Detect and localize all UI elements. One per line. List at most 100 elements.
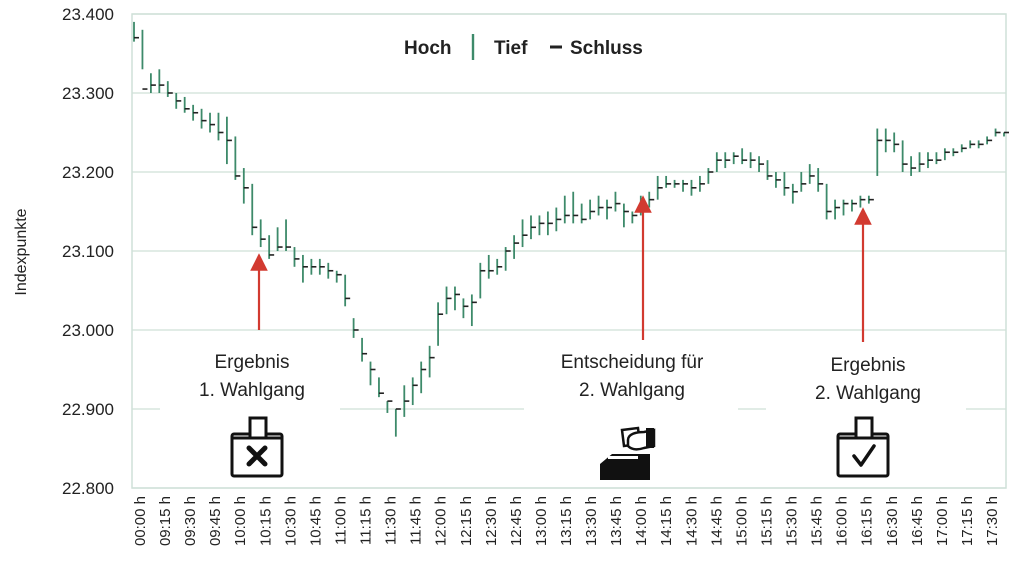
ohlc-bar xyxy=(589,199,596,220)
x-tick-label: 13:00 h xyxy=(533,496,550,546)
ohlc-bar xyxy=(217,112,224,141)
x-tick-label: 13:45 h xyxy=(608,496,625,546)
ohlc-bar xyxy=(783,172,790,196)
plot-frame xyxy=(131,13,1007,489)
ohlc-bar xyxy=(673,179,680,188)
ohlc-bar xyxy=(943,148,950,161)
ballot-box-check-icon xyxy=(836,416,890,478)
ohlc-bar xyxy=(293,247,300,267)
ohlc-bar xyxy=(606,199,613,220)
y-tick-label: 23.100 xyxy=(62,242,114,261)
x-tick-label: 16:00 h xyxy=(834,496,851,546)
y-tick-label: 23.300 xyxy=(62,84,114,103)
ohlc-bar xyxy=(758,156,765,172)
ohlc-bar xyxy=(665,175,672,188)
y-tick-label: 23.400 xyxy=(62,5,114,24)
ohlc-bar xyxy=(1003,131,1009,137)
ohlc-bar xyxy=(952,148,959,157)
ohlc-bar xyxy=(133,21,139,42)
x-tick-label: 11:15 h xyxy=(358,496,375,545)
ohlc-bar xyxy=(960,144,967,153)
ohlc-bar xyxy=(327,262,334,279)
ohlc-bar xyxy=(842,199,849,216)
x-tick-label: 12:15 h xyxy=(458,496,475,546)
ohlc-bar xyxy=(268,235,275,259)
ohlc-bar xyxy=(437,302,444,346)
x-tick-label: 10:00 h xyxy=(232,496,249,546)
x-tick-label: 11:45 h xyxy=(408,496,425,545)
x-tick-label: 10:45 h xyxy=(307,496,324,546)
ohlc-bar xyxy=(699,175,705,192)
ohlc-bar xyxy=(893,132,900,153)
ohlc-bar xyxy=(166,81,173,97)
y-tick-label: 23.000 xyxy=(62,321,114,340)
ohlc-bar xyxy=(623,203,629,228)
ohlc-bar xyxy=(521,219,528,248)
ohlc-bar xyxy=(749,152,756,169)
ohlc-bar xyxy=(276,227,283,251)
ohlc-bar xyxy=(834,199,841,220)
ohlc-bar xyxy=(411,377,418,406)
ohlc-bar xyxy=(546,211,553,236)
ohlc-bar xyxy=(817,168,824,192)
ohlc-bar xyxy=(226,116,232,165)
x-tick-label: 16:30 h xyxy=(884,496,901,546)
ohlc-bar xyxy=(901,140,908,172)
x-tick-label: 12:30 h xyxy=(483,496,500,546)
annotation-masks xyxy=(160,400,966,414)
annotation-1-line-1: Ergebnis xyxy=(215,352,290,373)
x-tick-label: 16:15 h xyxy=(859,496,876,546)
x-tick-label: 09:45 h xyxy=(207,496,224,546)
ohlc-bar xyxy=(344,274,351,307)
x-tick-label: 14:30 h xyxy=(683,496,700,546)
ohlc-bar xyxy=(876,128,883,176)
ohlc-bar xyxy=(800,172,807,192)
ohlc-bar xyxy=(141,29,148,90)
ohlc-bar xyxy=(310,258,317,275)
annotation-3-line-2: 2. Wahlgang xyxy=(815,383,921,404)
x-tick-label: 13:30 h xyxy=(583,496,600,546)
x-tick-label: 09:30 h xyxy=(182,496,199,546)
annotation-2-line-2: 2. Wahlgang xyxy=(579,380,685,401)
ohlc-bar xyxy=(242,168,249,204)
ohlc-bar xyxy=(200,108,207,129)
x-tick-label: 11:30 h xyxy=(383,496,400,545)
ohlc-bar xyxy=(884,128,891,153)
ohlc-bar xyxy=(445,286,452,315)
x-tick-label: 10:30 h xyxy=(282,496,299,546)
ohlc-bar xyxy=(724,152,731,169)
ohlc-bar xyxy=(251,183,258,236)
ohlc-bar xyxy=(209,112,216,133)
ohlc-bar xyxy=(986,136,993,145)
x-tick-label: 14:15 h xyxy=(658,496,675,546)
x-tick-label: 11:00 h xyxy=(332,496,349,545)
annotation-2-line-1: Entscheidung für xyxy=(561,352,704,373)
ohlc-bar xyxy=(851,199,857,212)
ohlc-bar xyxy=(994,128,1001,137)
ohlc-bar xyxy=(470,294,477,327)
x-tick-label: 00:00 h xyxy=(132,496,149,546)
legend-close-label: Schluss xyxy=(570,38,643,59)
ohlc-bar xyxy=(715,152,722,172)
ohlc-bar xyxy=(791,183,798,204)
x-tick-label: 12:45 h xyxy=(508,496,525,546)
x-tick-label: 17:30 h xyxy=(984,496,1001,546)
y-axis-ticks: 23.400 23.300 23.200 23.100 23.000 22.900 22.8… xyxy=(62,5,114,498)
ballot-box-x-icon xyxy=(230,416,284,478)
ohlc-bar xyxy=(259,219,266,248)
ohlc-bar xyxy=(462,298,469,319)
y-axis-label: Indexpunkte xyxy=(13,208,30,295)
ohlc-bar xyxy=(682,179,689,192)
ohlc-bar xyxy=(808,164,815,184)
ohlc-bar xyxy=(690,179,697,196)
annotation-3-line-1: Ergebnis xyxy=(831,355,906,376)
ohlc-bar xyxy=(935,152,942,165)
ohlc-bar xyxy=(631,211,638,224)
ohlc-bar xyxy=(597,195,604,216)
x-tick-label: 10:15 h xyxy=(257,496,274,546)
ohlc-bar xyxy=(775,172,781,188)
ohlc-bar xyxy=(234,136,241,180)
y-tick-label: 22.900 xyxy=(62,400,114,419)
ohlc-bar xyxy=(192,104,199,121)
